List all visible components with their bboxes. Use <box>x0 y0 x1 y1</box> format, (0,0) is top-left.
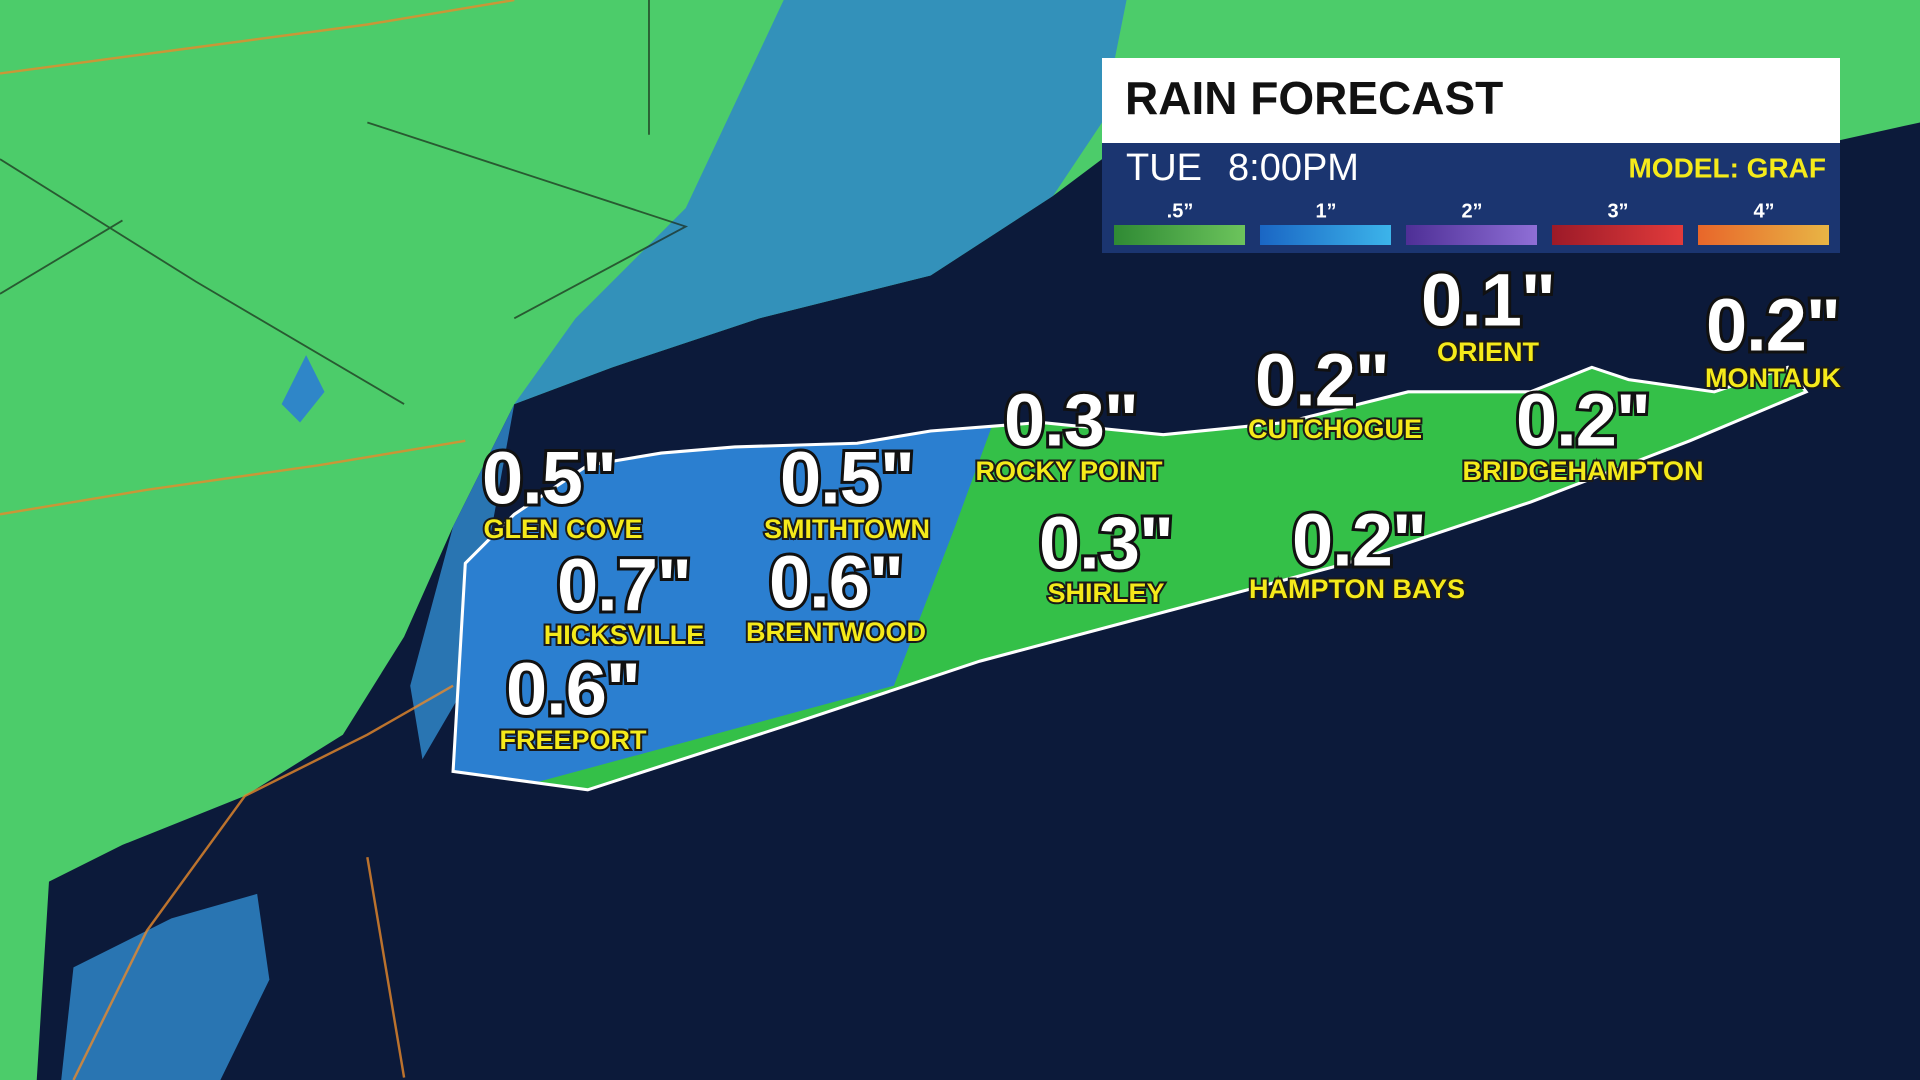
rain-swath <box>410 0 1127 760</box>
rain-amount: 0.2" <box>1292 499 1426 582</box>
rain-amount: 0.1" <box>1421 259 1555 342</box>
borders <box>0 0 689 405</box>
model: MODEL: GRAF <box>1628 152 1826 183</box>
rain-amount: 0.5" <box>780 437 914 520</box>
rain-amount: 0.3" <box>1039 502 1173 585</box>
rain-amount: 0.3" <box>1004 379 1138 462</box>
location-labels: 0.5"GLEN COVE0.5"SMITHTOWN0.7"HICKSVILLE… <box>479 256 1844 758</box>
rain-amount: 0.7" <box>557 544 691 627</box>
location-name: HAMPTON BAYS <box>1249 574 1465 604</box>
legend-swatch <box>1260 225 1391 245</box>
location-name: BRENTWOOD <box>746 617 926 647</box>
rain-amount: 0.5" <box>482 437 616 520</box>
legend-swatch <box>1406 225 1537 245</box>
day: TUE <box>1126 147 1202 189</box>
legend-swatch <box>1552 225 1683 245</box>
legend-label: .5” <box>1167 200 1194 222</box>
forecast-header: RAIN FORECAST TUE 8:00PM MODEL: GRAF .5”… <box>1102 58 1840 253</box>
legend-swatch <box>1114 225 1245 245</box>
legend-label: 4” <box>1753 200 1774 222</box>
rain-amount: 0.6" <box>769 541 903 624</box>
title-bar <box>1102 58 1840 143</box>
title: RAIN FORECAST <box>1125 72 1503 124</box>
location-name: ORIENT <box>1437 337 1540 367</box>
time: 8:00PM <box>1228 147 1359 189</box>
legend-swatch <box>1698 225 1829 245</box>
coastline <box>451 365 1809 792</box>
location-name: ROCKY POINT <box>975 456 1163 486</box>
legend: .5” 1” 2” 3” 4” <box>1114 200 1829 245</box>
location-name: MONTAUK <box>1705 363 1841 393</box>
rain-swath <box>281 355 325 423</box>
rain-amount: 0.2" <box>1516 379 1650 462</box>
rain-amount: 0.2" <box>1706 284 1840 367</box>
rain-amount: 0.6" <box>506 648 640 731</box>
legend-label: 3” <box>1607 200 1628 222</box>
rain-amount: 0.2" <box>1255 339 1389 422</box>
legend-label: 1” <box>1315 200 1336 222</box>
location-name: HICKSVILLE <box>544 620 705 650</box>
location-name: BRIDGEHAMPTON <box>1462 456 1703 486</box>
location-name: CUTCHOGUE <box>1248 414 1422 444</box>
location-name: SHIRLEY <box>1047 578 1164 608</box>
rain-swath <box>61 893 270 1080</box>
location-name: GLEN COVE <box>483 514 642 544</box>
location-name: FREEPORT <box>499 725 647 755</box>
legend-label: 2” <box>1461 200 1482 222</box>
location-name: SMITHTOWN <box>764 514 930 544</box>
